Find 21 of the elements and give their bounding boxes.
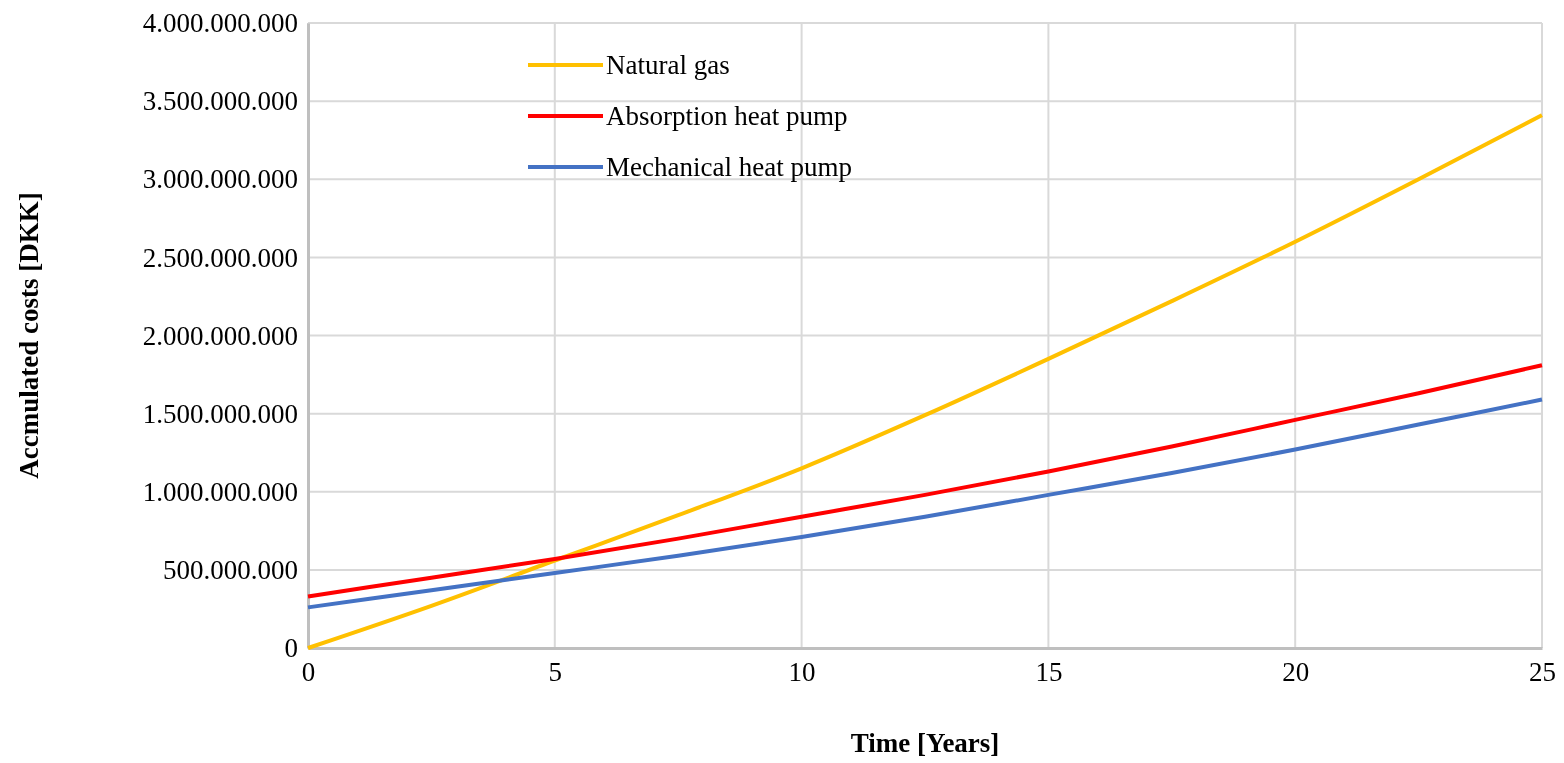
line-series [306,397,1544,610]
y-tick-label: 1.500.000.000 [142,398,298,429]
legend-label: Absorption heat pump [606,101,848,131]
y-axis-title: Accmulated costs [DKK] [14,192,44,479]
y-tick-label: 0 [284,633,298,664]
y-tick-label: 4.000.000.000 [142,8,298,39]
x-tick-label: 10 [788,657,816,688]
y-tick-label: 1.000.000.000 [142,476,298,507]
x-tick-label: 20 [1282,657,1310,688]
x-tick-label: 25 [1529,657,1556,688]
legend-label: Mechanical heat pump [606,152,852,182]
legend-label: Natural gas [606,50,730,80]
y-tick-label: 500.000.000 [163,555,298,586]
x-tick-label: 15 [1035,657,1063,688]
line-series [306,363,1544,599]
x-tick-label: 5 [548,657,563,688]
y-tick-label: 3.000.000.000 [142,164,298,195]
y-tick-label: 2.000.000.000 [142,320,298,351]
x-axis-title: Time [Years] [850,728,1000,758]
y-tick-label: 2.500.000.000 [142,242,298,273]
y-tick-label: 3.500.000.000 [142,86,298,117]
